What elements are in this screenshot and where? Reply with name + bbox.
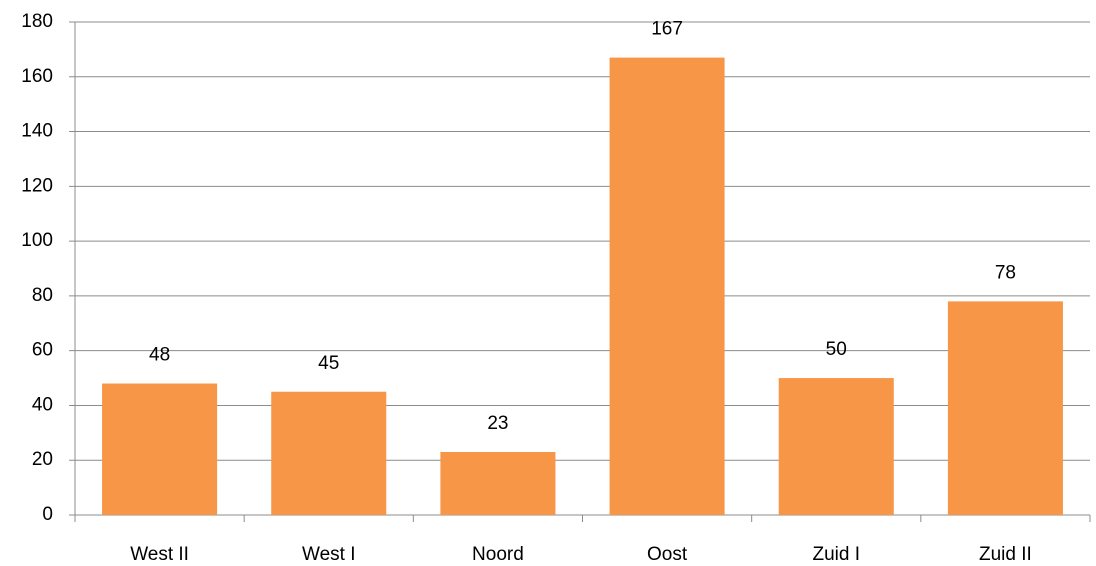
- y-tick-label: 180: [21, 11, 53, 32]
- bar: [609, 57, 725, 515]
- y-tick-label: 160: [21, 66, 53, 87]
- data-label: 167: [651, 19, 683, 40]
- data-label: 48: [149, 345, 170, 366]
- bar: [440, 452, 556, 515]
- y-tick-label: 20: [32, 449, 53, 470]
- y-tick-label: 0: [42, 504, 53, 525]
- y-tick-label: 60: [32, 340, 53, 361]
- bar: [947, 301, 1063, 515]
- data-label: 23: [487, 413, 508, 434]
- y-tick-label: 120: [21, 175, 53, 196]
- bar: [778, 378, 894, 515]
- y-tick-label: 100: [21, 230, 53, 251]
- bar: [102, 383, 218, 515]
- data-label: 78: [995, 262, 1016, 283]
- data-label: 45: [318, 353, 339, 374]
- x-tick-label: Zuid II: [979, 544, 1032, 565]
- bar: [271, 391, 387, 515]
- x-tick-label: West II: [130, 544, 189, 565]
- x-tick-label: Zuid I: [812, 544, 860, 565]
- x-tick-label: West I: [302, 544, 356, 565]
- y-tick-label: 40: [32, 394, 53, 415]
- x-tick-label: Noord: [472, 544, 524, 565]
- y-tick-label: 80: [32, 285, 53, 306]
- x-tick-label: Oost: [647, 544, 688, 565]
- data-label: 50: [826, 339, 847, 360]
- y-tick-label: 140: [21, 121, 53, 142]
